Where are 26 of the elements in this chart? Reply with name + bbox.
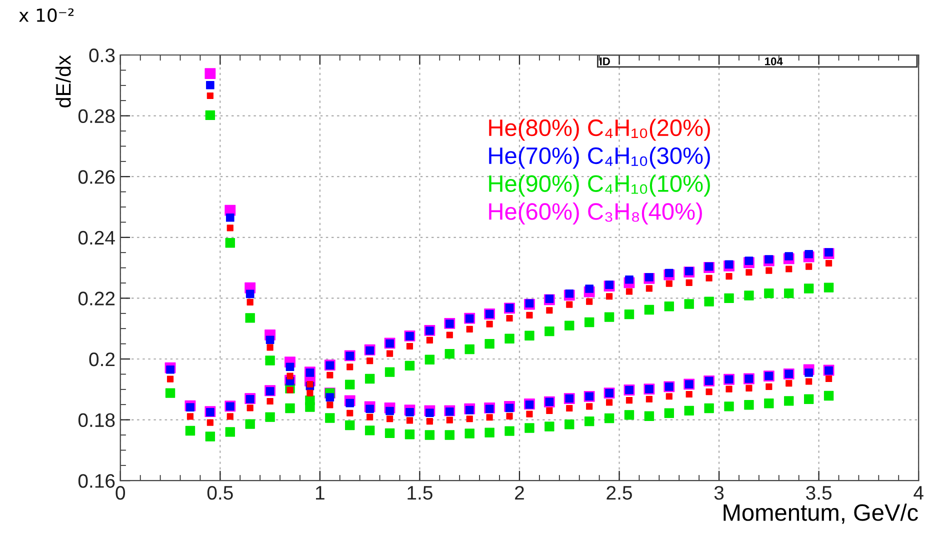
y-tick-label: 0.24 — [78, 230, 115, 245]
y-tick-label: 0.26 — [78, 170, 115, 184]
x-tick-label: 0 — [116, 486, 126, 500]
x-tick-label: 1 — [316, 486, 324, 500]
y-tick-label: 0.28 — [78, 109, 115, 124]
x-tick-label: 4 — [914, 486, 924, 500]
y-axis-title: dE/dx — [55, 55, 71, 108]
series-label: He(60%) C₃H₈(40%) — [489, 202, 702, 225]
text: He(90%) C₄H₁₀(10%) — [489, 174, 710, 197]
x-axis-title: Momentum, GeV/c — [724, 504, 918, 524]
x-tick-label: 1.5 — [408, 486, 432, 500]
y-tick-label: 0.22 — [78, 292, 115, 306]
y-tick-label: 0.18 — [78, 413, 115, 428]
text: He(70%) C₄H₁₀(30%) — [489, 146, 710, 169]
annotation: 104 — [765, 57, 783, 66]
x-tick-label: 3 — [714, 486, 724, 500]
y-tick-label: 0.3 — [89, 48, 115, 62]
annotation: ID — [600, 58, 610, 66]
text: He(80%) C₄H₁₀(20%) — [489, 118, 710, 141]
y-tick-label: 0.2 — [89, 352, 115, 366]
x-tick-label: 2 — [515, 486, 524, 500]
x-tick-label: 2.5 — [606, 486, 632, 500]
x-tick-label: 3.5 — [806, 486, 832, 500]
x-tick-label: 0.5 — [207, 486, 233, 500]
y-tick-label: 0.16 — [78, 474, 115, 488]
text: x 10⁻² — [19, 8, 74, 22]
